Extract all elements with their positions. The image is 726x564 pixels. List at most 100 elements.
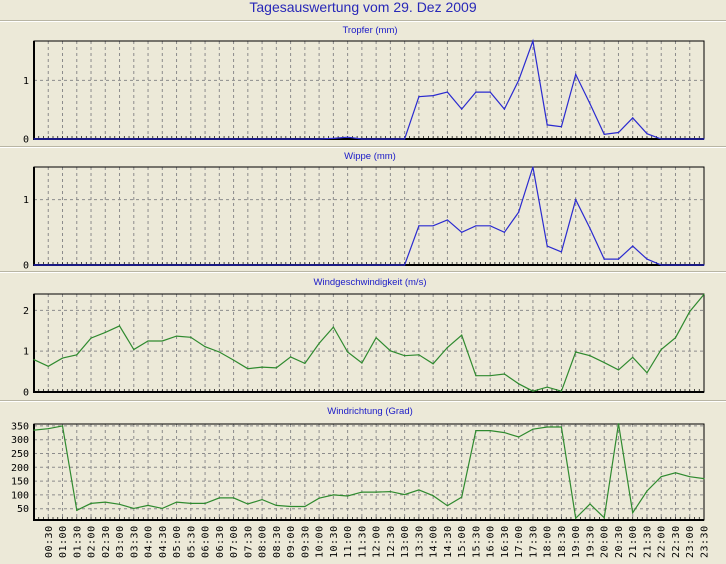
data-point: [703, 138, 705, 140]
data-point: [133, 348, 135, 351]
data-point: [104, 501, 106, 503]
data-point: [304, 505, 306, 508]
data-point: [76, 354, 78, 356]
data-point: [190, 502, 192, 505]
data-point: [646, 133, 648, 135]
data-point: [47, 264, 49, 266]
data-point: [304, 138, 306, 140]
series-line-2: [33, 294, 705, 392]
plot-frame: [33, 293, 705, 393]
data-point: [418, 96, 420, 98]
data-point: [418, 354, 420, 356]
data-point: [703, 478, 705, 480]
data-point: [646, 490, 648, 492]
data-point: [489, 375, 491, 377]
data-point: [47, 138, 49, 140]
data-point: [404, 138, 406, 140]
data-point: [518, 211, 520, 213]
data-point: [118, 138, 121, 140]
data-point: [190, 336, 192, 338]
y-tick-label: 0: [23, 135, 29, 146]
x-tick-label: 01:00: [58, 525, 69, 558]
series-line-3: [33, 423, 705, 520]
page-title: Tagesauswertung vom 29. Dez 2009: [249, 0, 477, 15]
data-point: [617, 369, 620, 371]
data-point: [575, 73, 577, 76]
data-point: [446, 219, 449, 221]
data-point: [232, 138, 235, 140]
data-point: [518, 79, 520, 81]
data-point: [389, 138, 391, 140]
data-point: [489, 430, 491, 432]
data-point: [674, 337, 677, 339]
y-tick-label: 50: [17, 504, 29, 515]
x-tick-label: 23:00: [685, 525, 696, 558]
chart-title-tropfer: Tropfer (mm): [342, 25, 398, 36]
data-point: [660, 264, 662, 266]
data-point: [33, 359, 35, 361]
x-tick-label: 18:00: [543, 525, 554, 558]
data-point: [147, 138, 149, 140]
x-tick-label: 14:00: [429, 525, 440, 558]
y-tick-label: 300: [11, 435, 29, 446]
data-point: [204, 346, 206, 348]
data-point: [518, 436, 520, 438]
data-point: [318, 497, 320, 499]
data-point: [375, 138, 377, 140]
data-point: [432, 94, 434, 97]
data-point: [261, 366, 263, 368]
data-point: [432, 225, 434, 227]
data-point: [446, 505, 449, 507]
data-point: [660, 138, 662, 140]
data-point: [347, 264, 349, 266]
chart-title-wippe: Wippe (mm): [344, 151, 396, 162]
data-point: [104, 138, 106, 140]
y-tick-label: 1: [23, 195, 29, 206]
x-tick-label: 06:30: [215, 525, 226, 558]
data-point: [546, 245, 548, 247]
data-point: [389, 264, 391, 266]
data-point: [418, 489, 420, 491]
x-tick-label: 09:30: [300, 525, 311, 558]
data-point: [632, 245, 634, 247]
x-tick-label: 14:30: [443, 525, 454, 558]
data-point: [546, 426, 548, 428]
chart-title-winddirection: Windrichtung (Grad): [327, 406, 413, 417]
data-point: [133, 507, 135, 510]
data-point: [147, 340, 149, 342]
data-point: [389, 350, 391, 352]
data-point: [503, 431, 506, 434]
divider: [0, 271, 726, 273]
data-point: [475, 91, 477, 93]
y-tick-label: 250: [11, 449, 29, 460]
data-point: [347, 136, 349, 138]
data-point: [361, 264, 363, 266]
data-point: [61, 425, 64, 427]
data-point: [617, 423, 620, 425]
data-point: [532, 428, 534, 430]
data-point: [247, 264, 249, 266]
x-tick-label: 22:30: [671, 525, 682, 558]
data-point: [461, 108, 463, 110]
divider: [0, 400, 726, 402]
data-point: [617, 131, 620, 134]
data-point: [560, 126, 563, 128]
data-point: [76, 509, 78, 511]
x-tick-label: 13:30: [414, 525, 425, 558]
data-point: [318, 264, 320, 266]
data-point: [603, 517, 605, 519]
data-point: [589, 355, 591, 357]
data-point: [532, 390, 534, 392]
data-point: [261, 264, 263, 266]
x-tick-label: 07:00: [229, 525, 240, 558]
data-point: [33, 264, 35, 266]
plot-frame: [33, 166, 705, 266]
data-point: [247, 138, 249, 140]
data-point: [304, 362, 306, 365]
data-point: [575, 351, 577, 353]
divider: [0, 20, 726, 22]
data-point: [175, 264, 178, 266]
data-point: [175, 335, 178, 337]
x-tick-label: 13:00: [400, 525, 411, 558]
data-point: [489, 91, 491, 93]
